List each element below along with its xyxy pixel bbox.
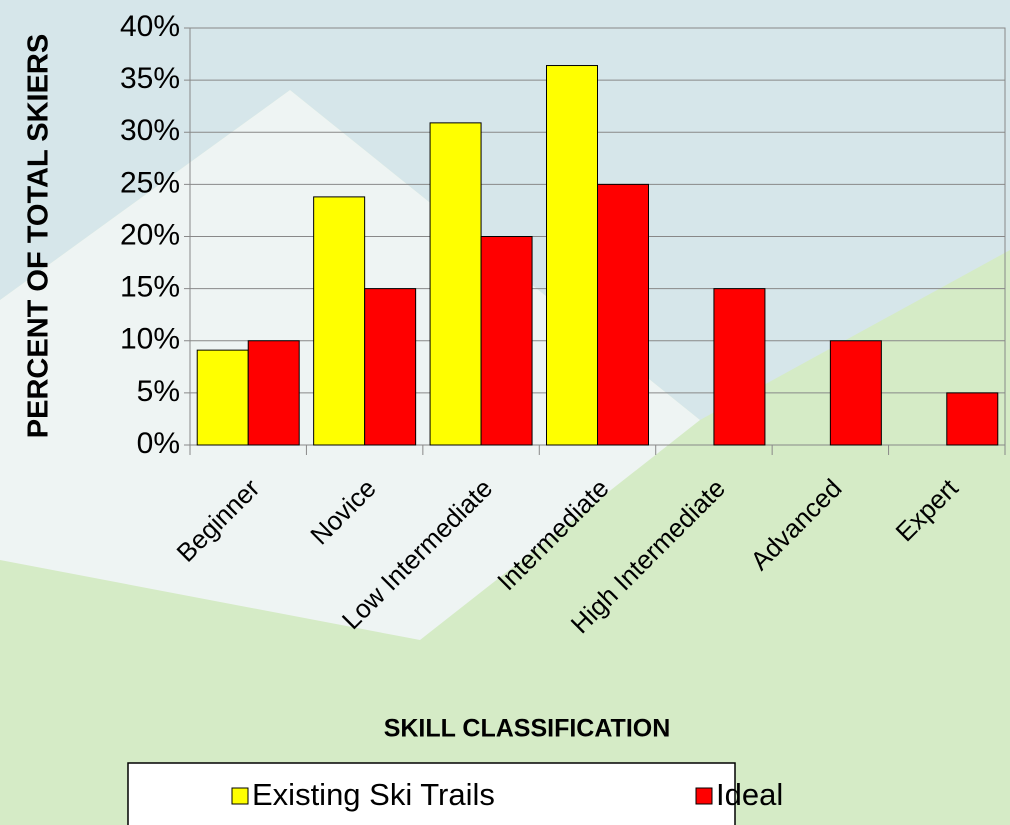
y-axis-title: PERCENT OF TOTAL SKIERS	[23, 34, 55, 438]
legend-swatch	[232, 788, 248, 804]
y-tick-label: 5%	[137, 375, 180, 408]
bar	[830, 341, 881, 445]
bar	[197, 350, 248, 445]
chart: PERCENT OF TOTAL SKIERS SKILL CLASSIFICA…	[0, 0, 1010, 825]
bar	[248, 341, 299, 445]
legend-swatch	[696, 788, 712, 804]
y-tick-label: 40%	[120, 10, 180, 43]
legend-label: Ideal	[716, 777, 783, 812]
y-tick-label: 0%	[137, 427, 180, 460]
bar	[314, 197, 365, 445]
y-tick-label: 15%	[120, 271, 180, 304]
bar	[365, 289, 416, 445]
x-axis-title: SKILL CLASSIFICATION	[384, 715, 671, 743]
bar	[547, 66, 598, 445]
y-tick-label: 20%	[120, 218, 180, 251]
y-tick-label: 25%	[120, 166, 180, 199]
bar	[714, 289, 765, 445]
y-tick-label: 30%	[120, 114, 180, 147]
page: {"chart_data": {"type": "bar", "categori…	[0, 0, 1010, 825]
bar	[481, 237, 532, 446]
y-tick-label: 10%	[120, 323, 180, 356]
legend-label: Existing Ski Trails	[252, 777, 495, 812]
bar	[430, 123, 481, 445]
bar	[947, 393, 998, 445]
y-tick-label: 35%	[120, 62, 180, 95]
bar	[598, 184, 649, 445]
